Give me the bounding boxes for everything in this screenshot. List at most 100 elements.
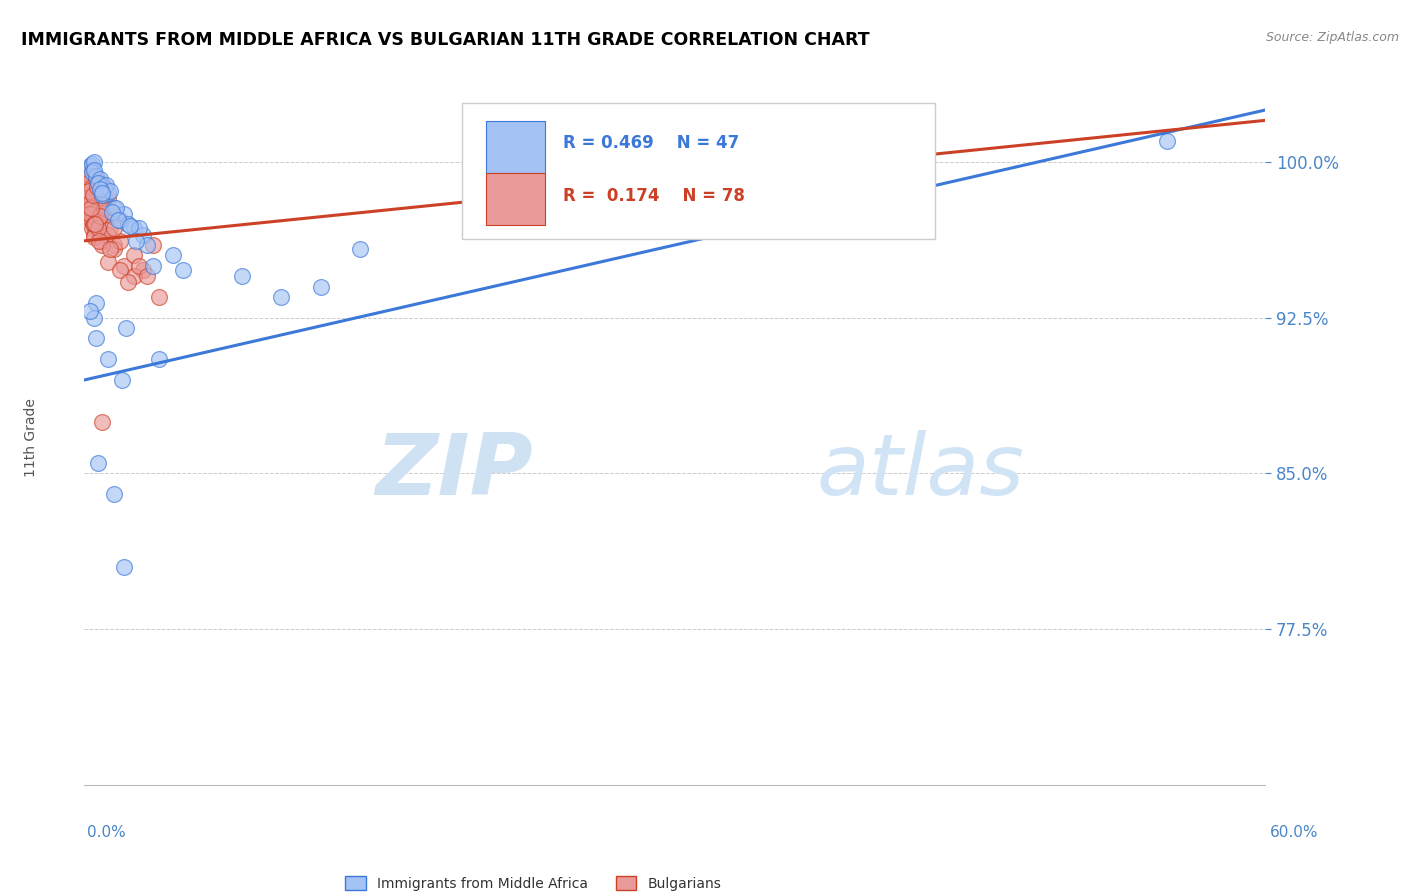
- Point: [132, 227, 155, 242]
- Point: [80, 201, 103, 215]
- Point: [79, 184, 101, 198]
- Point: [82, 167, 104, 181]
- Point: [79, 159, 101, 173]
- Point: [103, 238, 125, 252]
- Legend: Immigrants from Middle Africa, Bulgarians: Immigrants from Middle Africa, Bulgarian…: [339, 871, 727, 892]
- Point: [86, 179, 108, 194]
- Point: [90, 227, 112, 242]
- Point: [108, 213, 131, 227]
- Point: [79, 167, 101, 181]
- Point: [122, 269, 145, 284]
- Point: [117, 276, 139, 290]
- Point: [107, 213, 129, 227]
- Point: [231, 269, 253, 284]
- Point: [98, 184, 121, 198]
- Point: [89, 182, 111, 196]
- FancyBboxPatch shape: [486, 120, 546, 173]
- Point: [114, 321, 136, 335]
- Point: [349, 242, 371, 256]
- Point: [124, 234, 146, 248]
- Point: [87, 213, 110, 227]
- Point: [87, 456, 110, 470]
- Point: [79, 304, 101, 318]
- Point: [83, 163, 105, 178]
- Point: [86, 179, 108, 194]
- Point: [108, 263, 131, 277]
- Point: [162, 248, 184, 262]
- Text: R =  0.174    N = 78: R = 0.174 N = 78: [562, 186, 745, 204]
- Point: [77, 192, 100, 206]
- Point: [148, 352, 170, 367]
- Point: [83, 310, 105, 325]
- Point: [112, 207, 135, 221]
- Point: [80, 171, 103, 186]
- Point: [117, 217, 139, 231]
- Point: [118, 219, 141, 234]
- Point: [83, 176, 105, 190]
- Point: [91, 415, 114, 429]
- Point: [77, 184, 100, 198]
- Point: [82, 204, 104, 219]
- Point: [80, 221, 103, 235]
- FancyBboxPatch shape: [486, 173, 546, 225]
- Point: [79, 207, 101, 221]
- Point: [112, 560, 135, 574]
- Point: [101, 204, 124, 219]
- Point: [97, 227, 120, 242]
- Point: [94, 178, 117, 192]
- Point: [82, 165, 104, 179]
- Point: [84, 217, 107, 231]
- Text: Source: ZipAtlas.com: Source: ZipAtlas.com: [1265, 31, 1399, 45]
- Point: [75, 192, 97, 206]
- Point: [112, 259, 135, 273]
- Point: [93, 201, 115, 215]
- Point: [84, 296, 107, 310]
- Point: [91, 188, 114, 202]
- Point: [79, 201, 101, 215]
- Point: [75, 176, 97, 190]
- Point: [83, 154, 105, 169]
- Point: [82, 184, 104, 198]
- Text: 60.0%: 60.0%: [1271, 825, 1319, 840]
- Point: [97, 352, 120, 367]
- Point: [91, 188, 114, 202]
- Point: [148, 290, 170, 304]
- Point: [75, 186, 97, 200]
- Point: [84, 169, 107, 184]
- Point: [87, 213, 110, 227]
- Point: [84, 171, 107, 186]
- Point: [82, 188, 104, 202]
- Point: [94, 204, 117, 219]
- Point: [103, 201, 125, 215]
- Point: [80, 196, 103, 211]
- Point: [142, 259, 165, 273]
- Point: [97, 192, 120, 206]
- Text: 11th Grade: 11th Grade: [24, 398, 38, 476]
- Point: [84, 179, 107, 194]
- Point: [77, 163, 100, 178]
- Text: atlas: atlas: [817, 430, 1025, 514]
- Point: [1156, 134, 1178, 148]
- Point: [122, 248, 145, 262]
- Text: 0.0%: 0.0%: [87, 825, 127, 840]
- Point: [128, 259, 150, 273]
- Point: [103, 221, 125, 235]
- Point: [76, 167, 98, 181]
- Text: ZIP: ZIP: [375, 430, 533, 514]
- Point: [79, 176, 101, 190]
- Point: [82, 157, 104, 171]
- Point: [82, 217, 104, 231]
- Point: [103, 487, 125, 501]
- Point: [93, 179, 115, 194]
- Point: [98, 221, 121, 235]
- Point: [89, 171, 111, 186]
- Point: [87, 221, 110, 235]
- Point: [77, 207, 100, 221]
- Point: [136, 238, 159, 252]
- Point: [82, 179, 104, 194]
- Point: [93, 188, 115, 202]
- Point: [83, 217, 105, 231]
- Point: [108, 234, 131, 248]
- Point: [77, 176, 100, 190]
- Point: [79, 179, 101, 194]
